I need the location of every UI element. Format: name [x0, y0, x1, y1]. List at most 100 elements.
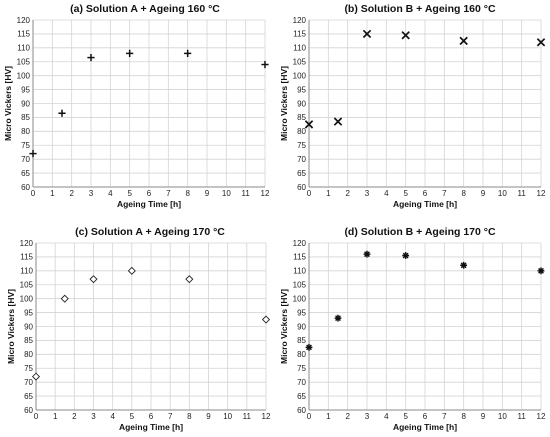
x-tick-label: 6 [423, 189, 428, 198]
x-tick-label: 6 [147, 189, 152, 198]
x-tick-label: 0 [34, 412, 39, 421]
y-tick-label: 75 [24, 364, 33, 373]
data-point [333, 117, 343, 126]
x-tick-label: 10 [498, 189, 507, 198]
chart-panel-c: 0 1 2 3 4 5 6 7 8 9 10 11 12606570758085909510010511… [6, 226, 271, 432]
data-point [460, 261, 468, 269]
data-point [31, 372, 41, 381]
x-tick-label: 11 [242, 189, 251, 198]
x-tick-label: 7 [166, 189, 171, 198]
x-tick-label: 11 [243, 412, 252, 421]
y-tick-label: 95 [297, 308, 306, 317]
data-point [185, 275, 194, 284]
y-tick-label: 80 [297, 350, 306, 359]
chart-title: (a) Solution A + Ageing 160 °C [70, 3, 220, 15]
data-point [261, 315, 271, 324]
y-tick-label: 75 [297, 141, 306, 150]
y-tick-label: 80 [21, 127, 30, 136]
x-tick-label: 3 [365, 189, 370, 198]
data-point [261, 60, 269, 69]
data-point [60, 294, 69, 303]
y-tick-label: 120 [17, 16, 31, 25]
data-point [87, 53, 95, 62]
data-point [305, 343, 313, 351]
x-tick-label: 8 [187, 412, 192, 421]
chart-panel-d: 0 1 2 3 4 5 6 7 8 9 10 11 12606570758085909510010511… [279, 226, 546, 432]
y-axis-label: Micro Vickers [HV] [6, 289, 16, 364]
x-tick-label: 10 [222, 189, 231, 198]
y-tick-label: 110 [293, 44, 306, 53]
x-tick-label: 1 [326, 412, 331, 421]
x-tick-label: 2 [345, 412, 350, 421]
x-tick-label: 4 [110, 412, 115, 421]
y-tick-label: 85 [297, 336, 306, 345]
y-tick-label: 85 [24, 336, 33, 345]
y-tick-label: 90 [297, 322, 306, 331]
y-tick-label: 115 [293, 30, 306, 39]
y-tick-label: 65 [297, 392, 306, 401]
y-tick-label: 105 [293, 58, 307, 67]
x-tick-label: 0 [307, 412, 312, 421]
y-tick-label: 95 [297, 85, 306, 94]
x-tick-label: 5 [130, 412, 135, 421]
y-tick-label: 65 [24, 392, 33, 401]
y-tick-label: 70 [297, 155, 306, 164]
x-tick-label: 7 [168, 412, 173, 421]
x-axis-label: Ageing Time [h] [117, 199, 181, 209]
y-tick-label: 100 [20, 294, 34, 303]
x-axis-label: Ageing Time [h] [119, 422, 183, 432]
y-tick-label: 90 [24, 322, 33, 331]
y-tick-label: 70 [21, 155, 30, 164]
y-tick-label: 110 [293, 267, 306, 276]
x-tick-label: 2 [72, 412, 77, 421]
x-tick-label: 3 [365, 412, 370, 421]
x-tick-label: 12 [537, 189, 546, 198]
x-tick-label: 6 [423, 412, 428, 421]
y-tick-label: 85 [21, 113, 30, 122]
x-tick-label: 5 [403, 412, 408, 421]
y-tick-label: 60 [21, 183, 30, 192]
y-tick-label: 65 [21, 169, 30, 178]
x-tick-label: 12 [537, 412, 546, 421]
x-tick-label: 11 [518, 412, 527, 421]
x-tick-label: 11 [518, 189, 527, 198]
x-tick-label: 8 [461, 189, 466, 198]
y-tick-label: 115 [17, 30, 30, 39]
data-point [184, 49, 192, 57]
data-point [89, 275, 98, 284]
x-tick-label: 8 [185, 189, 190, 198]
x-tick-label: 5 [127, 189, 132, 198]
x-tick-label: 5 [403, 189, 408, 198]
y-tick-label: 65 [297, 169, 306, 178]
x-tick-label: 4 [108, 189, 113, 198]
x-tick-label: 4 [384, 412, 389, 421]
y-tick-label: 70 [24, 378, 33, 387]
chart-panel-a: 0 1 2 3 4 5 6 7 8 9 10 11 12606570758085909510010511… [3, 3, 270, 209]
y-tick-label: 95 [21, 85, 30, 94]
x-tick-label: 6 [149, 412, 154, 421]
data-point [537, 267, 545, 275]
data-point [304, 120, 314, 129]
x-tick-label: 8 [461, 412, 466, 421]
y-tick-label: 115 [293, 253, 306, 262]
x-tick-label: 9 [481, 412, 486, 421]
data-point [362, 29, 372, 39]
x-axis-label: Ageing Time [h] [393, 422, 457, 432]
y-tick-label: 100 [17, 71, 31, 80]
y-tick-label: 75 [297, 364, 306, 373]
x-tick-label: 10 [223, 412, 232, 421]
x-tick-label: 1 [50, 189, 55, 198]
y-tick-label: 80 [297, 127, 306, 136]
x-tick-label: 12 [262, 412, 271, 421]
chart-panel-b: 0 1 2 3 4 5 6 7 8 9 10 11 12606570758085909510010511… [279, 3, 546, 209]
data-point [401, 31, 410, 40]
y-tick-label: 115 [20, 253, 33, 262]
data-point [334, 314, 342, 322]
y-tick-label: 110 [20, 267, 33, 276]
y-tick-label: 60 [24, 406, 33, 415]
y-tick-label: 100 [293, 294, 307, 303]
y-axis-label: Micro Vickers [HV] [279, 66, 289, 141]
x-tick-label: 1 [326, 189, 331, 198]
data-point [402, 252, 410, 259]
x-tick-label: 3 [89, 189, 94, 198]
